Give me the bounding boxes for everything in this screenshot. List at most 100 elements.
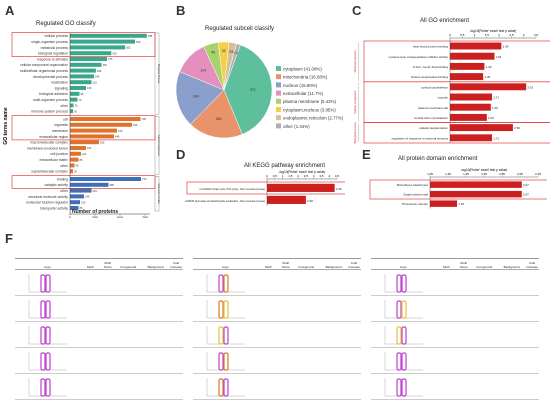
- x-tick-label: 1: [474, 33, 476, 37]
- legend-entry: cytoplasm (41.08%): [283, 66, 322, 71]
- chart-a: GO terms name cellular process 768 single-o…: [3, 32, 160, 218]
- sequence-logo: [27, 324, 69, 346]
- column-header: Foreground: [120, 265, 137, 269]
- group-label: Molecular Function: [157, 183, 160, 204]
- legend-swatch: [276, 66, 281, 71]
- logo-glyph: [396, 351, 402, 371]
- tick-label: membrane-enclosed lumen: [27, 146, 68, 150]
- legend-swatch: [276, 115, 281, 121]
- slice-value-label: 25: [229, 50, 233, 54]
- panel-c-letter: C: [352, 3, 362, 18]
- tick-label: cortical cytoskeleton: [421, 85, 448, 89]
- group-label: Cellular Component: [353, 90, 357, 113]
- column-header: Background: [325, 265, 342, 269]
- x-tick-label: 3: [523, 33, 525, 37]
- panel-d-letter: D: [176, 147, 186, 162]
- bar: [70, 62, 102, 67]
- data-label: 470: [118, 129, 123, 133]
- motif-table: Logo Motif Motif Score Foreground Background…: [371, 258, 539, 400]
- bar: [70, 91, 80, 96]
- axis-label: -log10(Fisher' exact' test p value): [470, 29, 517, 33]
- slice-value-label: 371: [250, 88, 256, 92]
- tick-label: Thioredoxin domain: [402, 202, 429, 206]
- motif-row: [371, 296, 539, 322]
- legend-swatch: [276, 90, 281, 96]
- bar: [70, 146, 86, 150]
- legend-entry: plasma membrane (5.43%): [283, 99, 336, 104]
- tick-label: regulation of response to external stimu…: [392, 136, 449, 140]
- x-tick-label: 500: [117, 216, 123, 218]
- bar: [70, 109, 73, 114]
- x-tick-label: 750: [142, 216, 148, 218]
- highlight-box: [363, 122, 550, 144]
- data-label: 35: [75, 104, 78, 108]
- logo-glyph: [396, 377, 402, 397]
- motif-row: [371, 374, 539, 400]
- motif-row: [371, 348, 539, 374]
- bar: [70, 140, 99, 145]
- sequence-logo: [383, 324, 425, 346]
- motif-row: [371, 270, 539, 296]
- data-label: 315: [103, 63, 108, 67]
- data-label: 552: [126, 46, 131, 50]
- slice-value-label: 180: [216, 117, 222, 121]
- sequence-logo: [205, 298, 247, 320]
- data-label: 1.50: [488, 116, 494, 120]
- logo-glyph: [40, 325, 46, 345]
- data-label: 1.66: [492, 106, 498, 110]
- sequence-logo: [383, 272, 425, 294]
- legend-entry: extracellular (11.7%): [283, 91, 323, 96]
- motif-row: [15, 348, 183, 374]
- bar: [70, 103, 74, 108]
- group-label: Biological Process: [353, 122, 357, 144]
- axis-label: -log10(Fisher' exact' test p value): [279, 170, 326, 174]
- tick-label: cell junction: [50, 152, 68, 156]
- bar: [70, 128, 117, 133]
- x-tick-label: 0: [266, 174, 268, 178]
- pie-slice: [190, 89, 243, 139]
- bar: [70, 134, 114, 139]
- x-tick-label: 2.5: [509, 33, 514, 37]
- slice-value-label: 184: [193, 94, 199, 98]
- sequence-logo: [205, 376, 247, 398]
- tick-label: Single hybrid motif: [403, 193, 428, 197]
- data-label: 75: [79, 98, 82, 102]
- legend-swatch: [276, 98, 281, 104]
- motif-row: [15, 322, 183, 348]
- sequence-logo: [27, 272, 69, 294]
- panel-a-xlabel: Number of proteins: [72, 209, 119, 215]
- bar: [70, 68, 96, 73]
- x-tick-label: 250: [92, 216, 98, 218]
- axis-ylabel: GO terms name: [3, 107, 9, 144]
- sequence-logo: [205, 272, 247, 294]
- sequence-logo: [383, 298, 425, 320]
- panel-e-letter: E: [362, 147, 371, 162]
- data-label: 85: [80, 158, 83, 162]
- bar: [70, 57, 107, 61]
- bar: [70, 206, 79, 210]
- panel-a-title: Regulated GO classify: [36, 21, 96, 27]
- logo-glyph: [401, 299, 407, 319]
- data-label: 140: [85, 195, 90, 199]
- column-header: Logo: [43, 265, 51, 269]
- data-label: 4.35: [336, 187, 342, 191]
- tick-label: cellular process: [44, 34, 68, 38]
- tick-label: Z disc, Ca-dir Zeta binding: [413, 65, 449, 69]
- bar: [70, 182, 109, 187]
- x-tick-label: 1.45: [463, 172, 469, 176]
- legend-swatch: [276, 74, 281, 80]
- panel-d-title: All KEGG pathway enrichment: [244, 163, 326, 169]
- data-label: 370: [108, 57, 113, 61]
- motif-table-header: Logo Motif Motif Score Foreground Background…: [15, 259, 183, 270]
- logo-glyph: [218, 351, 224, 371]
- sequence-logo: [27, 350, 69, 372]
- sequence-logo: [27, 298, 69, 320]
- motif-table-header: Logo Motif Motif Score Foreground Background…: [193, 259, 361, 270]
- tick-label: other: [60, 189, 69, 193]
- data-label: 30: [74, 169, 77, 173]
- bar: [70, 163, 75, 168]
- motif-row: [193, 348, 361, 374]
- data-label: 290: [100, 140, 105, 144]
- legend-entry: endoplasmic reticulum (2.77%): [283, 116, 344, 121]
- tick-label: organelle: [54, 123, 68, 127]
